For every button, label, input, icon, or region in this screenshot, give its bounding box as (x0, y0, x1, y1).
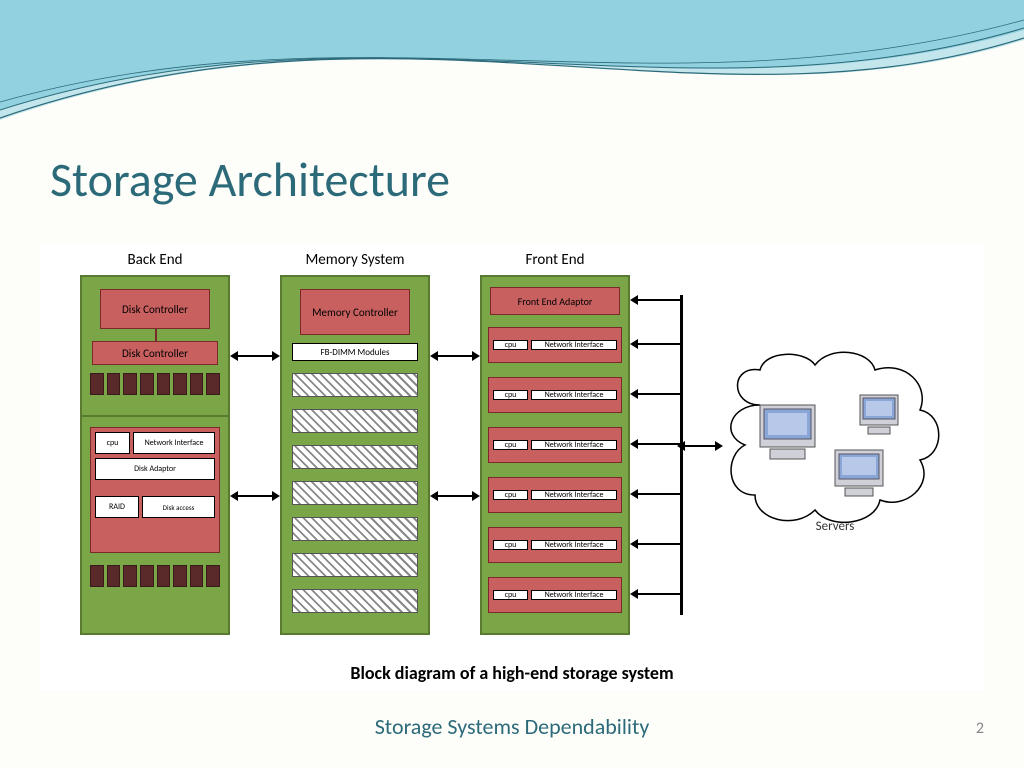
raid-box: RAID (95, 496, 139, 518)
servers-cloud: Servers (720, 345, 950, 565)
wave-header (0, 0, 1024, 160)
footer-text: Storage Systems Dependability (0, 713, 1024, 740)
backend-lower: cpu Network Interface Disk Adaptor RAID … (90, 427, 220, 553)
dimm-3 (292, 445, 418, 469)
diagram-caption: Block diagram of a high-end storage syst… (40, 662, 984, 684)
dimm-1 (292, 373, 418, 397)
disk-controller-1: Disk Controller (100, 289, 210, 329)
backend-netif: Network Interface (133, 432, 215, 454)
fe-arrow-6 (636, 593, 680, 595)
fe-row-2: cpuNetwork Interface (488, 377, 622, 413)
dimm-7 (292, 589, 418, 613)
backend-column: Disk Controller Disk Controller cpu Netw… (80, 275, 230, 635)
fe-bus (680, 295, 683, 615)
arrow-be-mem-2 (236, 495, 274, 497)
fe-row-5: cpuNetwork Interface (488, 527, 622, 563)
arrow-mem-fe-2 (436, 495, 474, 497)
arrow-mem-fe-1 (436, 355, 474, 357)
memory-controller: Memory Controller (300, 289, 410, 335)
backend-label: Back End (80, 251, 230, 269)
block-diagram: Back End Memory System Front End Disk Co… (40, 245, 984, 690)
dimm-6 (292, 553, 418, 577)
frontend-label: Front End (480, 251, 630, 269)
backend-cpu: cpu (95, 432, 130, 454)
disk-adaptor: Disk Adaptor (95, 458, 215, 480)
fe-arrow-0 (636, 299, 680, 301)
frontend-adaptor: Front End Adaptor (490, 287, 620, 315)
slide-title: Storage Architecture (50, 150, 450, 209)
disk-controller-2: Disk Controller (92, 341, 218, 365)
fe-arrow-4 (636, 493, 680, 495)
memory-label: Memory System (280, 251, 430, 269)
disk-slots-top (90, 373, 220, 395)
dimm-2 (292, 409, 418, 433)
disk-access: Disk access (142, 496, 215, 518)
bus-to-cloud (683, 445, 717, 447)
fbdimm-label: FB-DIMM Modules (292, 343, 418, 361)
fe-arrow-2 (636, 393, 680, 395)
fe-row-4: cpuNetwork Interface (488, 477, 622, 513)
memory-column: Memory Controller FB-DIMM Modules (280, 275, 430, 635)
frontend-column: Front End Adaptor cpuNetwork Interface c… (480, 275, 630, 635)
arrow-be-mem-1 (236, 355, 274, 357)
fe-row-1: cpuNetwork Interface (488, 327, 622, 363)
fe-arrow-3 (636, 443, 680, 445)
fe-arrow-5 (636, 543, 680, 545)
fe-row-3: cpuNetwork Interface (488, 427, 622, 463)
disk-slots-bottom (90, 565, 220, 587)
fe-row-6: cpuNetwork Interface (488, 577, 622, 613)
dimm-5 (292, 517, 418, 541)
fe-arrow-1 (636, 343, 680, 345)
dimm-4 (292, 481, 418, 505)
page-number: 2 (976, 719, 984, 738)
servers-label: Servers (816, 519, 855, 534)
